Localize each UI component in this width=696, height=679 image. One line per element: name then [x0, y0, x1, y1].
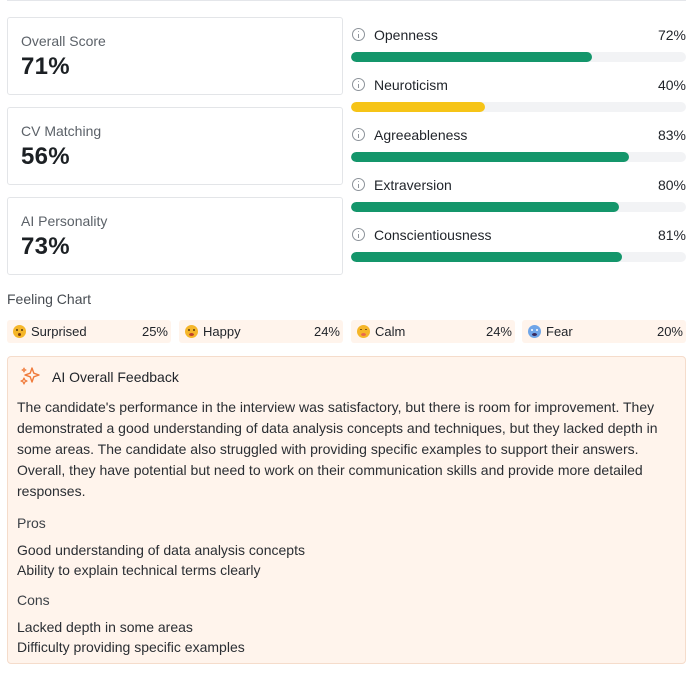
cons-item: Lacked depth in some areas	[17, 619, 193, 635]
progress-track	[351, 202, 686, 212]
score-value: 71%	[21, 53, 70, 80]
trait-name: Openness	[374, 27, 438, 43]
trait-neuroticism: Neuroticism 40%	[351, 75, 686, 115]
top-divider	[7, 0, 686, 1]
progress-fill	[351, 202, 619, 212]
feeling-label: Fear	[546, 324, 573, 339]
trait-name: Neuroticism	[374, 77, 448, 93]
trait-percent: 72%	[657, 27, 686, 43]
progress-fill	[351, 102, 485, 112]
happy-emoji-icon	[185, 325, 198, 338]
feeling-label: Surprised	[31, 324, 87, 339]
feeling-fear: Fear 20%	[522, 320, 686, 343]
score-value: 73%	[21, 233, 70, 260]
sparkle-icon	[20, 367, 40, 385]
trait-name: Conscientiousness	[374, 227, 492, 243]
feedback-summary: The candidate's performance in the inter…	[17, 399, 658, 499]
feeling-calm: Calm 24%	[351, 320, 515, 343]
trait-percent: 83%	[657, 127, 686, 143]
feedback-title: AI Overall Feedback	[52, 369, 179, 385]
info-icon[interactable]	[352, 228, 365, 241]
score-label: AI Personality	[21, 213, 108, 229]
progress-fill	[351, 252, 623, 262]
feeling-percent: 25%	[141, 324, 168, 339]
progress-track	[351, 152, 686, 162]
progress-track	[351, 52, 686, 62]
info-icon[interactable]	[352, 28, 365, 41]
trait-agreeableness: Agreeableness 83%	[351, 125, 686, 165]
pros-item: Ability to explain technical terms clear…	[17, 562, 261, 578]
ai-feedback-panel: AI Overall Feedback The candidate's perf…	[7, 356, 686, 664]
info-icon[interactable]	[352, 78, 365, 91]
feeling-percent: 20%	[656, 324, 683, 339]
feeling-percent: 24%	[485, 324, 512, 339]
feeling-label: Calm	[375, 324, 406, 339]
score-label: CV Matching	[21, 123, 102, 139]
progress-track	[351, 102, 686, 112]
trait-openness: Openness 72%	[351, 25, 686, 65]
score-value: 56%	[21, 143, 70, 170]
trait-name: Agreeableness	[374, 127, 468, 143]
overall-score-card: Overall Score 71%	[7, 17, 343, 95]
trait-extraversion: Extraversion 80%	[351, 175, 686, 215]
trait-percent: 80%	[657, 177, 686, 193]
score-label: Overall Score	[21, 33, 106, 49]
cv-matching-card: CV Matching 56%	[7, 107, 343, 185]
feeling-label: Happy	[203, 324, 241, 339]
info-icon[interactable]	[352, 178, 365, 191]
trait-percent: 40%	[657, 77, 686, 93]
trait-conscientiousness: Conscientiousness 81%	[351, 225, 686, 265]
fear-emoji-icon	[528, 325, 541, 338]
cons-item: Difficulty providing specific examples	[17, 639, 245, 655]
feeling-chart-title: Feeling Chart	[7, 291, 92, 307]
info-icon[interactable]	[352, 128, 365, 141]
surprised-emoji-icon	[13, 325, 26, 338]
ai-personality-card: AI Personality 73%	[7, 197, 343, 275]
progress-fill	[351, 52, 593, 62]
pros-heading: Pros	[17, 515, 46, 531]
trait-percent: 81%	[657, 227, 686, 243]
progress-fill	[351, 152, 630, 162]
cons-heading: Cons	[17, 592, 50, 608]
progress-track	[351, 252, 686, 262]
pros-item: Good understanding of data analysis conc…	[17, 542, 305, 558]
feeling-percent: 24%	[313, 324, 340, 339]
trait-name: Extraversion	[374, 177, 452, 193]
feeling-happy: Happy 24%	[179, 320, 343, 343]
feeling-surprised: Surprised 25%	[7, 320, 171, 343]
calm-emoji-icon	[357, 325, 370, 338]
